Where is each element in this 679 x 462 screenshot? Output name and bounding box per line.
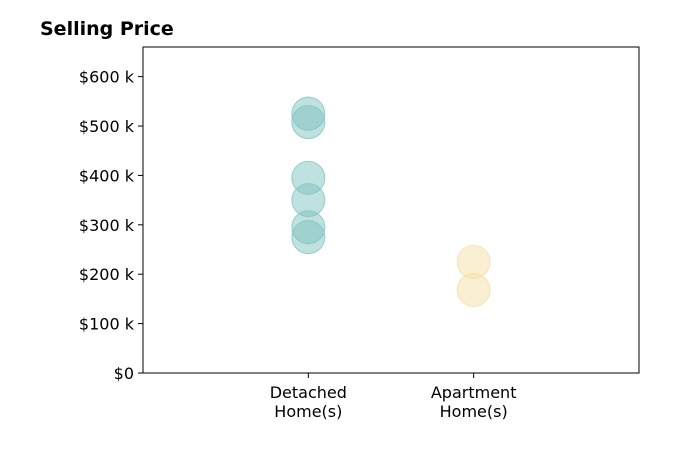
data-point <box>291 220 326 255</box>
y-tick-label: $500 k <box>79 117 135 136</box>
y-tick-label: $0 <box>114 364 134 383</box>
data-point <box>291 105 326 140</box>
plot-area: $0 $100 k $200 k $300 k $400 k $500 k $600 k De… <box>79 46 640 421</box>
plot-frame <box>142 46 640 374</box>
chart-title: Selling Price <box>40 18 174 40</box>
y-tick-label: $400 k <box>79 166 135 185</box>
y-tick-label: $300 k <box>79 216 135 235</box>
x-tick-label: Apartment Home(s) <box>431 383 517 421</box>
x-tick-label: Detached Home(s) <box>270 383 347 421</box>
y-tick-label: $200 k <box>79 265 135 284</box>
y-tick-label: $100 k <box>79 315 135 334</box>
y-tick-label: $600 k <box>79 68 135 87</box>
data-point <box>456 273 491 308</box>
